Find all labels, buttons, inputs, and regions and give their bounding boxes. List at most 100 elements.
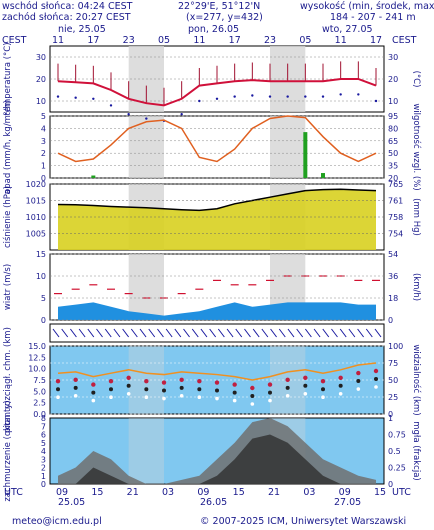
cloud-point — [321, 387, 325, 392]
y-axis-label: opad (mm/h, kg/m²/h) — [3, 100, 13, 194]
y-tick-label-right: 30 — [388, 53, 398, 62]
bottom-day-label: 25.05 — [58, 497, 86, 508]
cloud-point — [179, 394, 184, 398]
y-tick-label-right: 54 — [388, 250, 398, 259]
cloud-point — [250, 385, 255, 391]
pressure-line — [57, 188, 377, 212]
top-hour-label: 23 — [122, 35, 135, 46]
top-hour-label: 17 — [228, 35, 241, 46]
bottom-hour-label: 03 — [303, 487, 316, 498]
y-tick-label: 5 — [41, 112, 46, 121]
y-tick-label: 1 — [41, 162, 46, 171]
y-tick-label-right: 0 — [388, 410, 393, 419]
cloud-point — [144, 387, 149, 392]
footer-email[interactable]: meteo@icm.edu.pl — [12, 516, 102, 527]
top-hour-label: 17 — [87, 35, 100, 46]
top-hour-label: 11 — [193, 35, 206, 46]
y-tick-label-right: 36 — [388, 272, 398, 281]
y-tick-label: 0 — [41, 174, 46, 183]
top-hour-label: 05 — [158, 35, 171, 46]
wind-arrow — [322, 328, 330, 338]
cloud-point — [197, 387, 202, 392]
cloud-point — [285, 385, 290, 390]
y-tick-label: 7 — [41, 422, 46, 431]
y-tick-label-right: 65 — [388, 137, 398, 146]
y-tick-label-right: 20 — [388, 174, 398, 183]
wind-arrow — [104, 328, 112, 338]
y-axis-label-right: (mm Hg) — [411, 198, 421, 236]
y-tick-label-right: 0 — [388, 316, 393, 325]
y-tick-label: 1 — [41, 472, 46, 481]
wind-arrow — [191, 328, 199, 338]
cloud-point — [373, 368, 379, 374]
dewpoint-point — [198, 99, 201, 103]
visibility-line — [57, 362, 377, 381]
cloud-point — [338, 392, 343, 396]
cloud-point — [215, 396, 219, 401]
sunset-text: zachód słońca: 20:27 CEST — [2, 12, 131, 23]
y-tick-label: 15 — [36, 250, 46, 259]
cloud-point — [285, 394, 290, 398]
cloud-point — [197, 379, 202, 384]
dewpoint-point — [56, 95, 60, 98]
y-axis-label-right: (km/h) — [411, 273, 421, 301]
y-tick-label: 5 — [41, 439, 46, 448]
cloud-point — [215, 388, 219, 393]
cloud-point — [179, 377, 184, 383]
y-tick-label-right: 95 — [388, 112, 398, 121]
utc-right: UTC — [392, 487, 411, 498]
wind-arrow — [261, 328, 269, 338]
cloud-point — [321, 395, 325, 400]
top-hour-label: 11 — [52, 35, 65, 46]
y-tick-label-right: 1 — [388, 414, 393, 423]
cloud-point — [73, 377, 78, 383]
wind-arrow — [270, 328, 277, 338]
cloud-point — [161, 380, 167, 385]
y-axis-label: ciśnienie (hPa) — [2, 186, 13, 248]
wind-arrow — [304, 328, 312, 338]
y-tick-label-right: 0 — [388, 480, 393, 489]
night-band — [128, 254, 164, 320]
bottom-day-label: 27.05 — [334, 497, 362, 508]
dewpoint-point — [251, 94, 254, 97]
dewpoint-point — [127, 113, 130, 116]
sunrise-text: wschód słońca: 04:24 CEST — [2, 1, 133, 12]
cloud-point — [250, 402, 255, 406]
y-tick-label: 8 — [41, 414, 46, 423]
elevation-title: wysokość (min, środek, max) — [300, 1, 434, 12]
y-tick-label-right: 0.25 — [388, 464, 406, 473]
y-tick-label-right: 765 — [388, 180, 403, 189]
cloud-point — [232, 382, 237, 387]
footer-copyright: © 2007-2025 ICM, Uniwersytet Warszawski — [200, 516, 407, 527]
cloud-point — [91, 382, 96, 387]
y-axis-label-right: widzialność (km) — [411, 344, 422, 415]
dewpoint-point — [286, 95, 289, 98]
wind-arrow — [252, 328, 260, 338]
y-axis-label-right: (°C) — [411, 71, 421, 88]
dewpoint-point — [304, 95, 307, 98]
wind-speed-area — [58, 302, 376, 320]
y-tick-label: 0.0 — [33, 410, 46, 419]
y-tick-label-right: 758 — [388, 213, 403, 222]
y-tick-label: 1015 — [26, 197, 46, 206]
wind-arrow — [374, 328, 382, 338]
wind-arrow — [183, 328, 190, 338]
top-hour-label: 23 — [264, 35, 277, 46]
wind-arrow — [235, 328, 243, 338]
y-tick-label: 10 — [36, 97, 46, 106]
cloud-point — [109, 387, 113, 392]
low-cloud-area — [58, 434, 376, 484]
wind-arrow — [357, 328, 364, 338]
bottom-hour-label: 15 — [374, 487, 387, 498]
temperature-line — [57, 78, 377, 107]
dewpoint-point — [321, 95, 325, 98]
wind-arrow — [61, 328, 69, 338]
cloud-point — [338, 375, 343, 380]
wind-arrow — [339, 328, 347, 338]
bottom-hour-label: 21 — [268, 487, 281, 498]
humidity-line — [57, 115, 377, 163]
precip-bar — [91, 175, 96, 178]
cloud-point — [162, 388, 166, 393]
y-axis-label: wiatr (m/s) — [3, 264, 13, 310]
